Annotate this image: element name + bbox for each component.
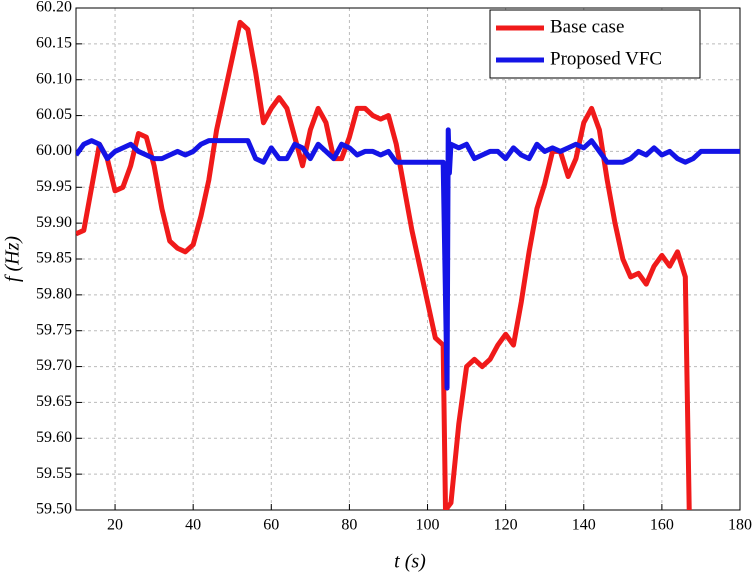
series-line <box>76 19 692 510</box>
plot-area <box>76 19 740 510</box>
y-tick-label: 60.10 <box>36 70 72 87</box>
y-tick-label: 60.00 <box>36 142 72 159</box>
x-tick-label: 20 <box>107 517 123 534</box>
x-tick-label: 80 <box>341 517 357 534</box>
y-tick-label: 59.65 <box>36 393 72 410</box>
y-tick-label: 59.60 <box>36 429 72 446</box>
y-tick-label: 59.75 <box>36 321 72 338</box>
x-tick-label: 140 <box>572 517 596 534</box>
y-tick-label: 59.80 <box>36 286 72 303</box>
plot-frame <box>75 7 741 511</box>
legend-label: Base case <box>550 16 624 37</box>
x-tick-label: 160 <box>650 517 674 534</box>
legend-label: Proposed VFC <box>550 48 662 69</box>
y-tick-label: 59.85 <box>36 250 72 267</box>
x-tick-label: 120 <box>494 517 518 534</box>
x-tick-label: 60 <box>263 517 279 534</box>
y-tick-label: 60.20 <box>36 0 72 16</box>
y-tick-label: 59.50 <box>36 501 72 518</box>
y-tick-label: 60.05 <box>36 106 72 123</box>
x-tick-label: 100 <box>416 517 440 534</box>
x-tick-label: 180 <box>728 517 752 534</box>
y-tick-label: 59.90 <box>36 214 72 231</box>
legend-box <box>489 9 701 79</box>
series-line <box>76 127 740 391</box>
y-tick-label: 59.70 <box>36 357 72 374</box>
x-tick-label: 40 <box>185 517 201 534</box>
y-tick-label: 59.55 <box>36 465 72 482</box>
y-axis-label: f (Hz) <box>2 236 24 282</box>
y-tick-label: 59.95 <box>36 178 72 195</box>
x-axis-label: t (s) <box>394 551 426 573</box>
y-tick-label: 60.15 <box>36 35 72 52</box>
